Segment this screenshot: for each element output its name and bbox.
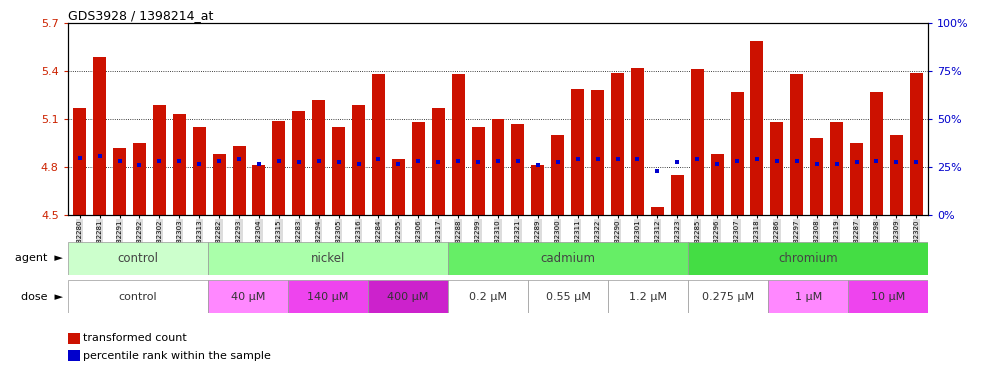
Bar [811,138,823,215]
Text: 0.2 μM: 0.2 μM [469,291,507,302]
Text: 1 μM: 1 μM [795,291,822,302]
Bar [572,89,584,215]
Bar [609,280,688,313]
Bar [208,242,448,275]
Bar [612,73,623,215]
Bar [288,280,368,313]
Text: agent  ►: agent ► [15,253,63,263]
Text: GDS3928 / 1398214_at: GDS3928 / 1398214_at [68,9,213,22]
Bar [768,280,849,313]
Bar [313,100,326,215]
Bar [333,127,345,215]
Bar [691,70,703,215]
Bar [68,280,208,313]
Bar [452,74,464,215]
Text: 40 μM: 40 μM [231,291,265,302]
Bar [74,108,87,215]
Text: control: control [118,252,158,265]
Bar [631,68,644,215]
Bar [373,74,384,215]
Text: cadmium: cadmium [541,252,596,265]
Bar [153,104,165,215]
Bar [353,104,366,215]
Bar [392,159,404,215]
Bar [751,41,763,215]
Bar [208,280,288,313]
Text: 400 μM: 400 μM [387,291,428,302]
Bar [293,111,305,215]
Bar [909,73,922,215]
Bar [688,280,768,313]
Bar [368,280,448,313]
Bar [192,127,205,215]
Bar [472,127,484,215]
Bar [650,207,663,215]
Bar [889,135,902,215]
Bar [849,280,928,313]
Bar [68,242,208,275]
Bar [770,122,783,215]
Text: chromium: chromium [779,252,838,265]
Text: 0.55 μM: 0.55 μM [546,291,591,302]
Text: 140 μM: 140 μM [307,291,349,302]
Text: dose  ►: dose ► [21,291,63,302]
Bar [492,119,504,215]
Bar [830,122,843,215]
Bar [592,90,604,215]
Bar [114,148,126,215]
Bar [448,280,528,313]
Bar [232,146,245,215]
Bar [688,242,928,275]
Bar [711,154,724,215]
Bar [552,135,564,215]
Text: 10 μM: 10 μM [872,291,905,302]
Bar [850,143,863,215]
Text: nickel: nickel [311,252,345,265]
Bar [532,166,544,215]
Bar [412,122,424,215]
Bar [671,175,683,215]
Text: 0.275 μM: 0.275 μM [702,291,754,302]
Bar [94,56,106,215]
Bar [871,92,882,215]
Bar [528,280,609,313]
Bar [273,121,286,215]
Bar [173,114,185,215]
Bar [253,166,266,215]
Bar [730,92,743,215]
Text: percentile rank within the sample: percentile rank within the sample [83,351,271,361]
Bar [512,124,524,215]
Bar [213,154,225,215]
Text: transformed count: transformed count [83,333,186,343]
Bar [133,143,145,215]
Bar [448,242,688,275]
Text: 1.2 μM: 1.2 μM [629,291,667,302]
Bar [791,74,803,215]
Text: control: control [119,291,157,302]
Bar [432,108,444,215]
